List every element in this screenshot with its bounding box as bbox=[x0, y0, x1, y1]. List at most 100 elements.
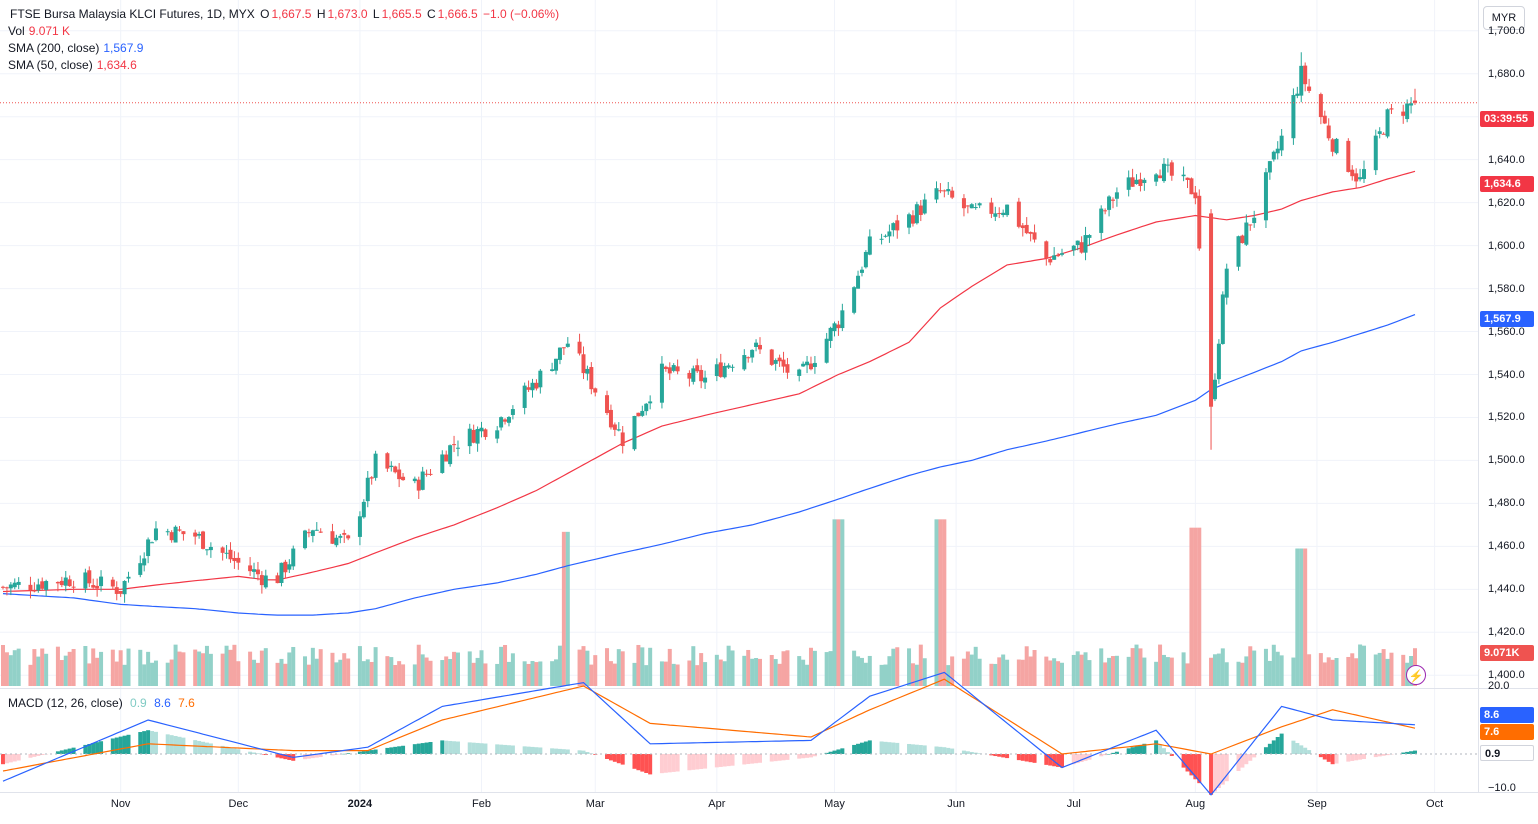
candle-body bbox=[1248, 224, 1253, 226]
currency-button[interactable]: MYR bbox=[1483, 6, 1525, 30]
macd-hist-bar bbox=[40, 754, 45, 756]
candle bbox=[620, 426, 625, 454]
macd-hist-bar bbox=[1016, 754, 1021, 761]
candle bbox=[373, 450, 378, 481]
candle-body bbox=[4, 587, 9, 589]
macd-hist-bar bbox=[346, 753, 351, 754]
volume-legend[interactable]: Vol 9.071 K bbox=[8, 23, 70, 40]
volume-bar bbox=[32, 649, 37, 686]
sma200-legend[interactable]: SMA (200, close) 1,567.9 bbox=[8, 40, 143, 57]
volume-bar bbox=[283, 663, 288, 686]
macd-hist-bar bbox=[675, 754, 680, 772]
candle bbox=[1130, 168, 1135, 187]
candle bbox=[59, 576, 64, 588]
volume-bar bbox=[608, 661, 613, 686]
volume-bar bbox=[118, 650, 123, 686]
volume-bar bbox=[232, 644, 237, 686]
price-tick-label: 1,540.0 bbox=[1488, 368, 1525, 381]
macd-hist-bar bbox=[314, 754, 319, 758]
volume-bar bbox=[165, 662, 170, 686]
candle-body bbox=[644, 403, 649, 412]
time-tick-label: Feb bbox=[472, 798, 491, 810]
candle bbox=[197, 531, 202, 539]
macd-legend[interactable]: MACD (12, 26, close) 0.9 8.6 7.6 bbox=[8, 695, 195, 712]
candle-body bbox=[420, 471, 425, 490]
candle bbox=[989, 197, 994, 219]
macd-hist-bar bbox=[922, 745, 927, 754]
macd-hist-bar bbox=[503, 744, 508, 754]
symbol-legend[interactable]: FTSE Bursa Malaysia KLCI Futures, 1D, MY… bbox=[8, 6, 559, 23]
macd-hist-bar bbox=[330, 754, 335, 756]
candle bbox=[922, 193, 927, 215]
volume-bar bbox=[91, 648, 96, 686]
volume-bar bbox=[867, 655, 872, 686]
candle bbox=[510, 405, 515, 420]
candle-body bbox=[714, 364, 719, 377]
macd-hist-bar bbox=[883, 741, 888, 754]
volume-value: 9.071 K bbox=[28, 24, 71, 38]
macd-hist-bar bbox=[879, 741, 884, 754]
candle-body bbox=[1216, 343, 1221, 380]
macd-hist-bar bbox=[1307, 750, 1312, 754]
high-value: 1,673.0 bbox=[327, 7, 368, 21]
macd-hist-bar bbox=[805, 754, 810, 758]
candle-body bbox=[87, 570, 92, 584]
candle-body bbox=[16, 581, 21, 585]
candle-body bbox=[887, 231, 892, 237]
candle bbox=[950, 186, 955, 200]
candle bbox=[1083, 226, 1088, 261]
macd-hist-bar bbox=[4, 754, 9, 764]
volume-bar bbox=[248, 651, 253, 686]
macd-hist-bar bbox=[499, 744, 504, 754]
candle-body bbox=[393, 466, 398, 473]
sma50-legend[interactable]: SMA (50, close) 1,634.6 bbox=[8, 57, 137, 74]
macd-hist-bar bbox=[1083, 754, 1088, 761]
volume-bar bbox=[1169, 657, 1174, 686]
volume-bar bbox=[479, 650, 484, 686]
macd-hist-bar bbox=[973, 752, 978, 754]
macd-hist-bar bbox=[1212, 754, 1217, 792]
macd-hist-bar bbox=[801, 754, 806, 759]
volume-bar bbox=[1346, 656, 1351, 686]
candle bbox=[1181, 166, 1186, 182]
candle bbox=[742, 349, 747, 371]
candle-body bbox=[338, 535, 343, 538]
symbol-title[interactable]: FTSE Bursa Malaysia KLCI Futures, 1D, MY… bbox=[10, 7, 255, 21]
candle-body bbox=[1134, 179, 1139, 185]
macd-hist-bar bbox=[8, 754, 13, 763]
candle bbox=[1318, 92, 1323, 125]
macd-hist-bar bbox=[1110, 752, 1115, 754]
candle bbox=[769, 348, 774, 366]
macd-hist-bar bbox=[1381, 754, 1386, 756]
candle bbox=[965, 205, 970, 214]
candle bbox=[612, 422, 617, 437]
candle bbox=[914, 201, 919, 225]
candle-body bbox=[1377, 131, 1382, 134]
candle bbox=[338, 533, 343, 544]
sma200-value: 1,567.9 bbox=[103, 41, 144, 55]
time-tick-label: Oct bbox=[1426, 798, 1444, 810]
candle bbox=[1248, 224, 1253, 231]
volume-bar bbox=[1385, 658, 1390, 686]
volume-bar bbox=[1001, 654, 1006, 686]
volume-bar bbox=[1334, 658, 1339, 686]
candle-body bbox=[973, 207, 978, 209]
macd-hist-bar bbox=[373, 749, 378, 754]
lightning-icon[interactable]: ⚡ bbox=[1406, 665, 1426, 685]
candle-body bbox=[1330, 139, 1335, 152]
candle bbox=[357, 511, 362, 546]
candle bbox=[1267, 160, 1272, 180]
macd-hist-bar bbox=[83, 744, 88, 754]
macd-hist-bar bbox=[640, 754, 645, 772]
candle-body bbox=[667, 367, 672, 374]
candle-body bbox=[342, 533, 347, 535]
candle bbox=[1291, 88, 1296, 145]
volume-bar bbox=[275, 662, 280, 686]
macd-hist-bar bbox=[263, 754, 268, 756]
volume-bar bbox=[648, 647, 653, 686]
candle bbox=[8, 582, 13, 596]
macd-hist-bar bbox=[1189, 754, 1194, 776]
macd-hist-bar bbox=[1020, 754, 1025, 761]
candle bbox=[824, 332, 829, 364]
